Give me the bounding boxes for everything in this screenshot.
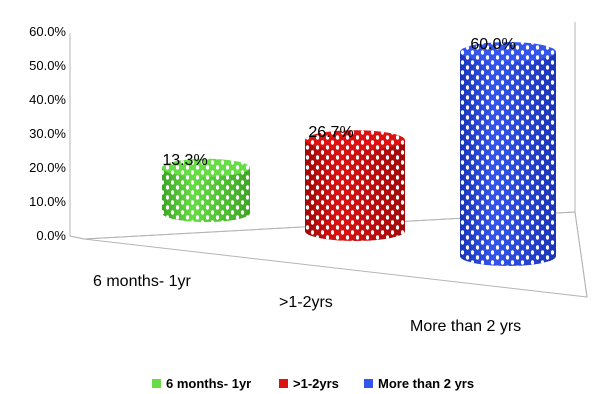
category-label: More than 2 yrs xyxy=(410,318,521,335)
cylinder-top-pattern xyxy=(162,158,250,177)
bar-1 xyxy=(305,130,405,241)
category-labels: 6 months- 1yr >1-2yrs More than 2 yrs xyxy=(93,273,521,335)
cylinder-top-pattern xyxy=(305,130,405,151)
data-label: 13.3% xyxy=(162,152,207,169)
y-tick-label: 0.0% xyxy=(36,228,66,243)
cylinder-pattern xyxy=(460,52,556,266)
y-tick-label: 40.0% xyxy=(29,92,66,107)
data-labels: 13.3% 26.7% 60.0% xyxy=(162,36,515,169)
legend-label: More than 2 yrs xyxy=(378,376,474,391)
legend-label: 6 months- 1yr xyxy=(166,376,251,391)
category-label: 6 months- 1yr xyxy=(93,273,191,290)
legend-item: More than 2 yrs xyxy=(364,376,474,391)
cylinder-pattern xyxy=(162,167,250,222)
legend: 6 months- 1yr >1-2yrs More than 2 yrs xyxy=(152,376,474,391)
legend-swatch xyxy=(279,379,288,388)
bar-2 xyxy=(460,42,556,266)
legend-swatch xyxy=(364,379,373,388)
cylinder-top-pattern xyxy=(460,42,556,62)
bar-0 xyxy=(162,158,250,222)
data-label: 26.7% xyxy=(308,124,353,141)
floor-edge xyxy=(574,211,588,298)
legend-item: >1-2yrs xyxy=(279,376,339,391)
y-tick-label: 30.0% xyxy=(29,126,66,141)
y-tick-label: 50.0% xyxy=(29,58,66,73)
legend-label: >1-2yrs xyxy=(293,376,339,391)
y-tick-label: 20.0% xyxy=(29,160,66,175)
category-label: >1-2yrs xyxy=(279,294,333,311)
cylinder-pattern xyxy=(305,140,405,241)
axes xyxy=(69,22,588,298)
y-axis-ticks: 0.0% 10.0% 20.0% 30.0% 40.0% 50.0% 60.0% xyxy=(29,24,66,243)
bars xyxy=(162,42,556,266)
y-tick-label: 60.0% xyxy=(29,24,66,39)
legend-item: 6 months- 1yr xyxy=(152,376,251,391)
legend-swatch xyxy=(152,379,161,388)
data-label: 60.0% xyxy=(470,36,515,53)
y-tick-label: 10.0% xyxy=(29,194,66,209)
